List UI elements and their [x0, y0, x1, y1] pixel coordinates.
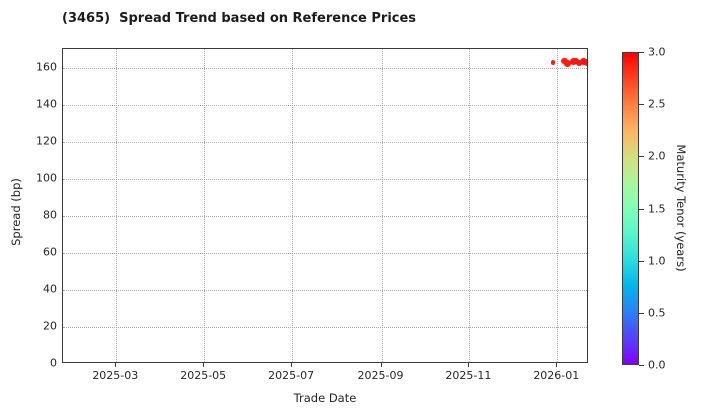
horizontal-gridline [63, 179, 587, 181]
vertical-gridline [469, 49, 471, 362]
x-axis-label: Trade Date [293, 391, 357, 405]
data-point [575, 59, 583, 67]
x-tick-mark [115, 363, 117, 367]
colorbar-tick-mark [639, 52, 644, 53]
horizontal-gridline [63, 68, 587, 70]
vertical-gridline [381, 49, 383, 362]
colorbar-tick-label: 1.0 [648, 254, 666, 268]
plot-area [62, 48, 588, 363]
colorbar-label: Maturity Tenor (years) [674, 144, 688, 272]
y-tick-label: 20 [43, 319, 57, 333]
y-tick-label: 60 [43, 245, 57, 259]
x-tick-mark [556, 363, 558, 367]
colorbar-tick-label: 1.5 [648, 202, 666, 215]
colorbar-tick-mark [639, 260, 644, 262]
colorbar-gradient [622, 52, 639, 365]
y-tick-label: 0 [50, 356, 57, 370]
colorbar-tick-mark [639, 312, 644, 314]
y-tick-label: 40 [43, 282, 57, 296]
horizontal-gridline [63, 105, 587, 107]
y-tick-label: 160 [36, 60, 57, 74]
colorbar-tick-mark [639, 365, 644, 366]
horizontal-gridline [63, 253, 587, 255]
vertical-gridline [557, 49, 559, 362]
data-point [550, 60, 556, 65]
colorbar-tick-label: 0.5 [648, 306, 666, 320]
vertical-gridline [204, 49, 206, 362]
colorbar-tick-mark [639, 208, 644, 210]
vertical-gridline [292, 49, 294, 362]
colorbar-tick-label: 2.5 [648, 97, 666, 111]
x-tick-label: 2025-03 [92, 369, 139, 382]
colorbar-tick-label: 2.0 [648, 149, 666, 163]
colorbar-tick-label: 3.0 [648, 45, 666, 59]
y-tick-label: 140 [36, 97, 57, 111]
chart-title: (3465) Spread Trend based on Reference P… [62, 11, 417, 26]
horizontal-gridline [63, 142, 587, 144]
horizontal-gridline [63, 327, 587, 328]
x-tick-mark [203, 363, 205, 367]
horizontal-gridline [63, 290, 587, 292]
y-tick-label: 120 [36, 134, 57, 148]
x-tick-label: 2025-05 [180, 369, 227, 382]
y-tick-label: 80 [43, 208, 57, 222]
data-point [584, 59, 587, 67]
x-tick-mark [468, 363, 470, 367]
x-tick-label: 2025-09 [357, 369, 404, 382]
x-tick-mark [380, 363, 382, 367]
x-tick-mark [291, 363, 293, 367]
colorbar-tick-mark [639, 104, 644, 106]
x-tick-label: 2025-07 [268, 369, 315, 382]
y-tick-label: 100 [36, 171, 57, 185]
vertical-gridline [116, 49, 118, 362]
colorbar-tick-mark [639, 156, 644, 158]
data-point [564, 60, 571, 67]
x-tick-label: 2026-01 [533, 369, 580, 382]
horizontal-gridline [63, 216, 587, 218]
colorbar-tick-label: 0.0 [648, 358, 666, 372]
x-tick-label: 2025-11 [445, 369, 492, 382]
